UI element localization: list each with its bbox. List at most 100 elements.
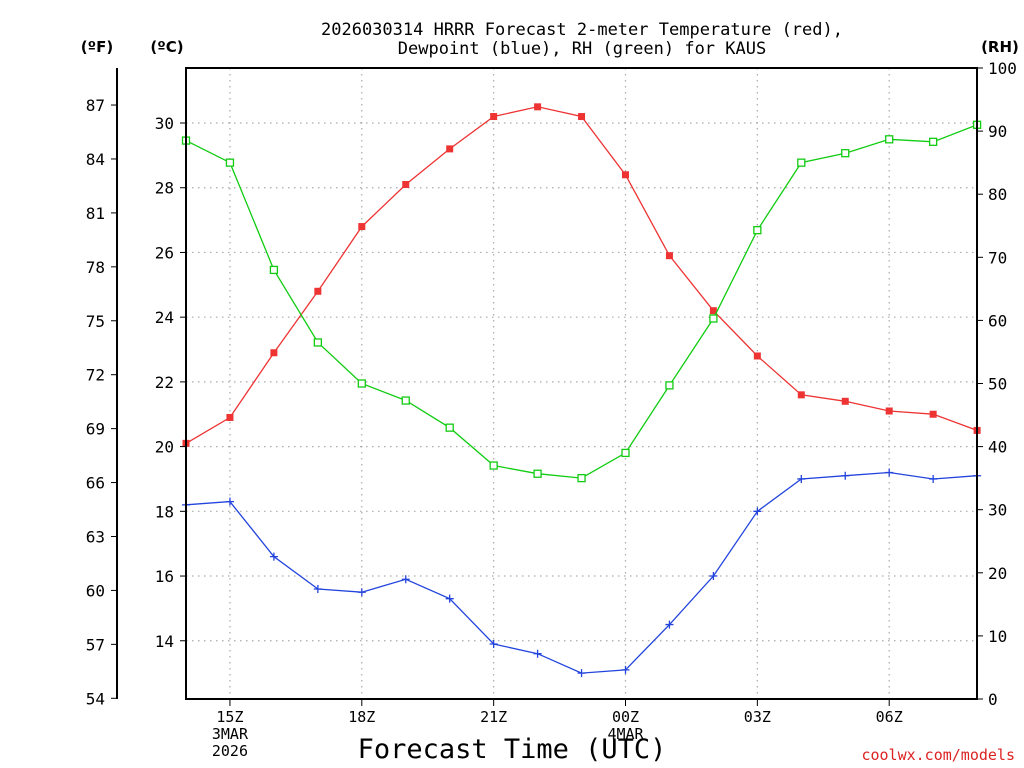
x-tick-label: 21Z (480, 708, 507, 726)
celsius-tick-label: 24 (155, 308, 174, 327)
dewpoint-point (929, 474, 938, 483)
dewpoint-point (709, 572, 718, 581)
x-tick-label: 18Z (348, 708, 375, 726)
temperature-point (929, 410, 937, 418)
dewpoint-point (577, 669, 586, 678)
temperature-point (534, 103, 542, 111)
rh-point (709, 314, 718, 323)
grid-lines (186, 68, 977, 699)
x-tick-label: 00Z (612, 708, 639, 726)
rh-point (269, 265, 279, 275)
dewpoint-line (185, 471, 978, 674)
dewpoint-point (797, 474, 806, 483)
dewpoint-point (665, 620, 674, 629)
x-axis-label: Forecast Time (UTC) (358, 734, 667, 765)
rh-point (533, 469, 542, 478)
celsius-tick-label: 28 (155, 179, 174, 198)
celsius-tick-label: 16 (155, 567, 174, 586)
x-tick-label: 2026 (212, 742, 248, 760)
rh-point (401, 396, 410, 405)
fahrenheit-tick-label: 54 (86, 689, 105, 708)
rh-point (225, 158, 235, 167)
celsius-tick-label: 20 (155, 438, 174, 457)
rh-line (185, 124, 978, 479)
dewpoint-point (489, 639, 498, 648)
rh-point (929, 137, 938, 146)
dewpoint-point (269, 552, 278, 561)
dewpoint-point (621, 665, 630, 674)
fahrenheit-tick-label: 84 (86, 150, 105, 169)
dewpoint-point (445, 594, 454, 603)
rh-point (797, 158, 806, 167)
dewpoint-point (401, 575, 410, 584)
rh-unit-label: (RH) (981, 38, 1019, 56)
rh-point (313, 338, 323, 347)
dewpoint-point (533, 649, 542, 658)
rh-point (357, 379, 366, 388)
rh-tick-label: 30 (988, 501, 1007, 520)
rh-point (753, 226, 762, 235)
credit-label: coolwx.com/models (861, 746, 1015, 764)
temperature-point (797, 391, 805, 399)
temperature-point (709, 307, 717, 315)
rh-tick-label: 90 (988, 122, 1007, 141)
rh-tick-label: 20 (988, 564, 1007, 583)
temperature-line (185, 106, 978, 444)
temperature-point (622, 171, 629, 179)
temperature-point (446, 145, 454, 153)
dewpoint-point (357, 588, 366, 597)
temperature-point (665, 252, 673, 260)
x-tick-label: 03Z (744, 708, 771, 726)
celsius-tick-label: 30 (155, 114, 174, 133)
temperature-point (358, 223, 366, 231)
celsius-unit-label: (ºC) (150, 38, 183, 56)
fahrenheit-tick-label: 72 (86, 366, 105, 385)
rh-point (577, 473, 586, 483)
chart-title-line2: Dewpoint (blue), RH (green) for KAUS (398, 39, 766, 59)
fahrenheit-tick-label: 81 (86, 204, 105, 223)
rh-tick-label: 40 (988, 438, 1007, 457)
celsius-tick-label: 14 (155, 632, 174, 651)
temperature-point (270, 349, 278, 357)
rh-tick-label: 80 (988, 185, 1007, 204)
temperature-point (490, 113, 498, 121)
fahrenheit-tick-label: 57 (86, 635, 105, 654)
dewpoint-point (841, 471, 850, 480)
temperature-point (578, 113, 586, 121)
fahrenheit-tick-label: 69 (86, 420, 105, 439)
fahrenheit-tick-label: 60 (86, 581, 105, 600)
rh-point (621, 448, 630, 458)
dewpoint-point (313, 584, 322, 593)
rh-point (885, 135, 894, 144)
celsius-tick-label: 26 (155, 243, 174, 262)
rh-tick-label: 70 (988, 248, 1007, 267)
x-tick-label: 15Z (216, 708, 243, 726)
rh-tick-label: 10 (988, 627, 1007, 646)
rh-point (841, 149, 850, 158)
rh-tick-label: 60 (988, 311, 1007, 330)
rh-point (489, 461, 498, 470)
temperature-point (314, 287, 322, 295)
x-tick-label: 4MAR (607, 725, 644, 743)
dewpoint-point (885, 468, 894, 477)
rh-tick-label: 50 (988, 375, 1007, 394)
plot-frame (185, 67, 978, 700)
celsius-tick-label: 18 (155, 502, 174, 521)
temperature-point (841, 397, 849, 405)
x-tick-label: 06Z (876, 708, 903, 726)
rh-tick-label: 100 (988, 59, 1017, 78)
fahrenheit-unit-label: (ºF) (81, 38, 113, 56)
rh-point (445, 423, 454, 432)
temperature-point (753, 352, 761, 360)
chart-title-line1: 2026030314 HRRR Forecast 2-meter Tempera… (321, 20, 843, 40)
temperature-point (885, 407, 893, 415)
temperature-point (402, 180, 410, 188)
dewpoint-point (225, 497, 234, 506)
series-layer (181, 103, 982, 678)
celsius-tick-label: 22 (155, 373, 174, 392)
x-tick-label: 3MAR (212, 725, 249, 743)
fahrenheit-tick-label: 87 (86, 96, 105, 115)
rh-tick-label: 0 (988, 690, 998, 709)
fahrenheit-tick-label: 75 (86, 312, 105, 331)
